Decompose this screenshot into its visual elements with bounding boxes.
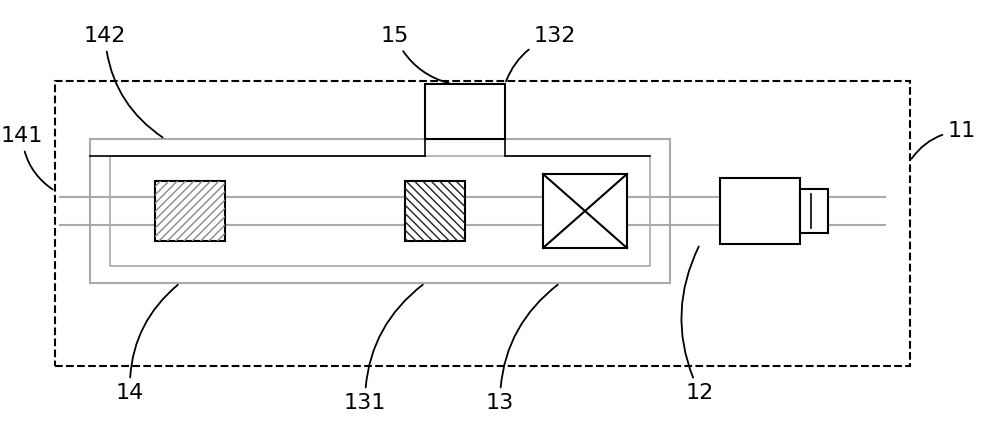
- Text: 14: 14: [116, 285, 178, 403]
- Text: 11: 11: [912, 121, 976, 159]
- Text: 132: 132: [506, 26, 576, 81]
- Bar: [110, 156, 650, 266]
- Bar: [405, 181, 465, 241]
- Bar: [405, 181, 465, 241]
- Bar: [720, 178, 800, 244]
- Bar: [155, 181, 225, 241]
- Text: 12: 12: [681, 246, 714, 403]
- Bar: [800, 189, 828, 233]
- Text: 142: 142: [84, 26, 163, 138]
- Text: 13: 13: [486, 285, 558, 413]
- Text: 131: 131: [344, 285, 423, 413]
- Text: 141: 141: [1, 126, 53, 189]
- Bar: [425, 84, 505, 139]
- Bar: [55, 81, 910, 366]
- Bar: [155, 181, 225, 241]
- Text: 15: 15: [381, 26, 449, 83]
- Bar: [90, 139, 670, 283]
- Bar: [543, 174, 627, 248]
